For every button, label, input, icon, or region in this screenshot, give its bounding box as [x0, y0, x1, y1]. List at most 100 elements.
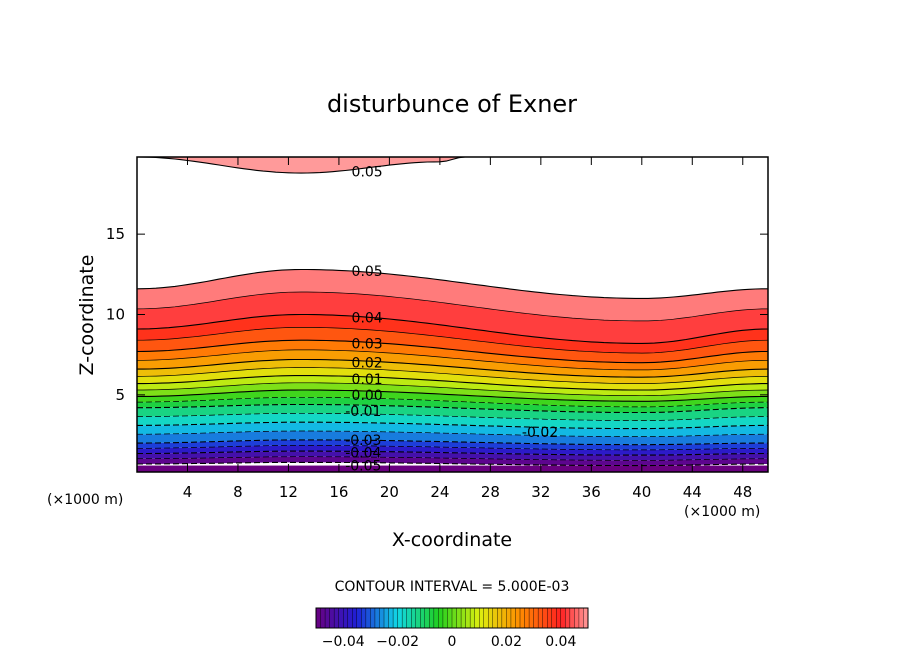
- colorbar-cell-24: [424, 607, 430, 629]
- colorbar-tick-label-0: −0.04: [322, 634, 365, 650]
- band-4: [137, 431, 768, 445]
- contour-line-7: [137, 412, 768, 421]
- contour-line-10: [137, 389, 768, 402]
- colorbar-cell-49: [537, 607, 544, 629]
- contour-label-4: 0.02: [352, 356, 383, 372]
- colorbar-cell-35: [474, 607, 480, 629]
- x-tick-label-10: 44: [683, 483, 702, 501]
- colorbar-cell-44: [515, 607, 521, 629]
- contour-line-6: [137, 421, 768, 430]
- colorbar-cell-4: [333, 607, 340, 629]
- x-unit-left: (×1000 m): [47, 492, 123, 508]
- contour-label-11: -0.05: [345, 459, 381, 475]
- colorbar-cell-53: [556, 607, 562, 629]
- contour-label-1: 0.05: [352, 264, 383, 280]
- contour-lines: [137, 157, 768, 467]
- band-5: [137, 422, 768, 437]
- contour-label-5: 0.01: [352, 372, 383, 388]
- contour-line-16: [137, 339, 768, 364]
- contour-line-0: [137, 461, 768, 467]
- contour-line-11: [137, 382, 768, 397]
- contour-label-7: -0.01: [345, 404, 381, 420]
- y-tick-label-0: 5: [115, 386, 125, 404]
- colorbar-frame: [315, 607, 589, 629]
- band-top-cap: [137, 157, 466, 174]
- colorbar-cell-42: [506, 607, 512, 629]
- colorbar-cell-39: [492, 607, 498, 629]
- colorbar-cell-13: [374, 607, 380, 629]
- band-17: [137, 314, 768, 354]
- x-tick-label-3: 16: [329, 483, 348, 501]
- y-tick-label-1: 10: [106, 306, 125, 324]
- band-13: [137, 359, 768, 384]
- x-tick-label-11: 48: [733, 483, 752, 501]
- colorbar-cell-20: [406, 607, 412, 629]
- band-18: [137, 292, 768, 344]
- colorbar-cell-48: [533, 607, 539, 629]
- contour-line-5: [137, 430, 768, 437]
- y-axis-ticks: 5 10 15: [106, 225, 768, 404]
- band-11: [137, 375, 768, 396]
- contour-line-8: [137, 403, 768, 414]
- contour-line-2: [137, 450, 768, 456]
- colorbar-cell-21: [411, 607, 417, 629]
- colorbar-cell-12: [370, 607, 376, 629]
- colorbar-cell-1: [320, 607, 326, 629]
- colorbar-cell-25: [429, 607, 435, 629]
- contour-line-20: [137, 268, 768, 299]
- contour-line-18: [137, 313, 768, 344]
- colorbar-cell-31: [456, 607, 462, 629]
- colorbar-tick-label-3: 0.02: [491, 634, 522, 650]
- colorbar-cell-2: [324, 607, 331, 629]
- band-1: [137, 451, 768, 461]
- colorbar-cell-37: [483, 607, 489, 629]
- contour-label-2: 0.04: [352, 311, 383, 327]
- x-unit-right: (×1000 m): [684, 504, 760, 520]
- contour-line-14: [137, 358, 768, 378]
- contour-label-10: -0.04: [345, 446, 381, 462]
- colorbar-cell-41: [501, 607, 507, 629]
- y-axis-label: Z-coordinate: [76, 255, 98, 376]
- colorbar-cell-10: [361, 607, 367, 629]
- colorbar-cell-56: [569, 607, 575, 629]
- colorbar-cell-22: [415, 607, 421, 629]
- x-tick-label-8: 36: [582, 483, 601, 501]
- colorbar-cell-16: [388, 607, 394, 629]
- band-10: [137, 382, 768, 402]
- colorbar-cell-19: [401, 607, 408, 629]
- contour-line-15: [137, 349, 768, 371]
- colorbar-cell-0: [315, 607, 322, 629]
- x-tick-label-7: 32: [531, 483, 550, 501]
- colorbar-cell-58: [578, 607, 584, 629]
- colorbar-cell-18: [397, 607, 403, 629]
- contour-label-6: 0.00: [352, 388, 383, 404]
- colorbar-cell-17: [392, 607, 399, 629]
- colorbar-tick-label-1: −0.02: [376, 634, 419, 650]
- colorbar-cell-5: [338, 607, 344, 629]
- band-3: [137, 439, 768, 450]
- colorbar-cell-33: [465, 607, 471, 629]
- colorbar-cell-54: [560, 607, 566, 629]
- colorbar-cell-7: [347, 607, 353, 629]
- contour-line-3: [137, 445, 768, 451]
- contour-line-13: [137, 367, 768, 384]
- colorbar-cell-34: [469, 607, 476, 629]
- contour-label-9: -0.03: [345, 433, 381, 449]
- colorbar-cell-6: [343, 607, 349, 629]
- band-8: [137, 397, 768, 413]
- colorbar: [315, 607, 589, 629]
- band-9: [137, 390, 768, 407]
- contour-line-19: [137, 291, 768, 322]
- colorbar-cell-29: [447, 607, 453, 629]
- contour-interval-label: CONTOUR INTERVAL = 5.000E-03: [335, 579, 570, 595]
- x-tick-label-0: 4: [183, 483, 193, 501]
- colorbar-cell-47: [528, 607, 535, 629]
- colorbar-cell-46: [524, 607, 530, 629]
- contour-line-1: [137, 456, 768, 461]
- band-0: [137, 456, 768, 466]
- colorbar-cell-51: [547, 607, 553, 629]
- colorbar-cell-14: [379, 607, 385, 629]
- band-16: [137, 327, 768, 363]
- colorbar-cell-9: [356, 607, 362, 629]
